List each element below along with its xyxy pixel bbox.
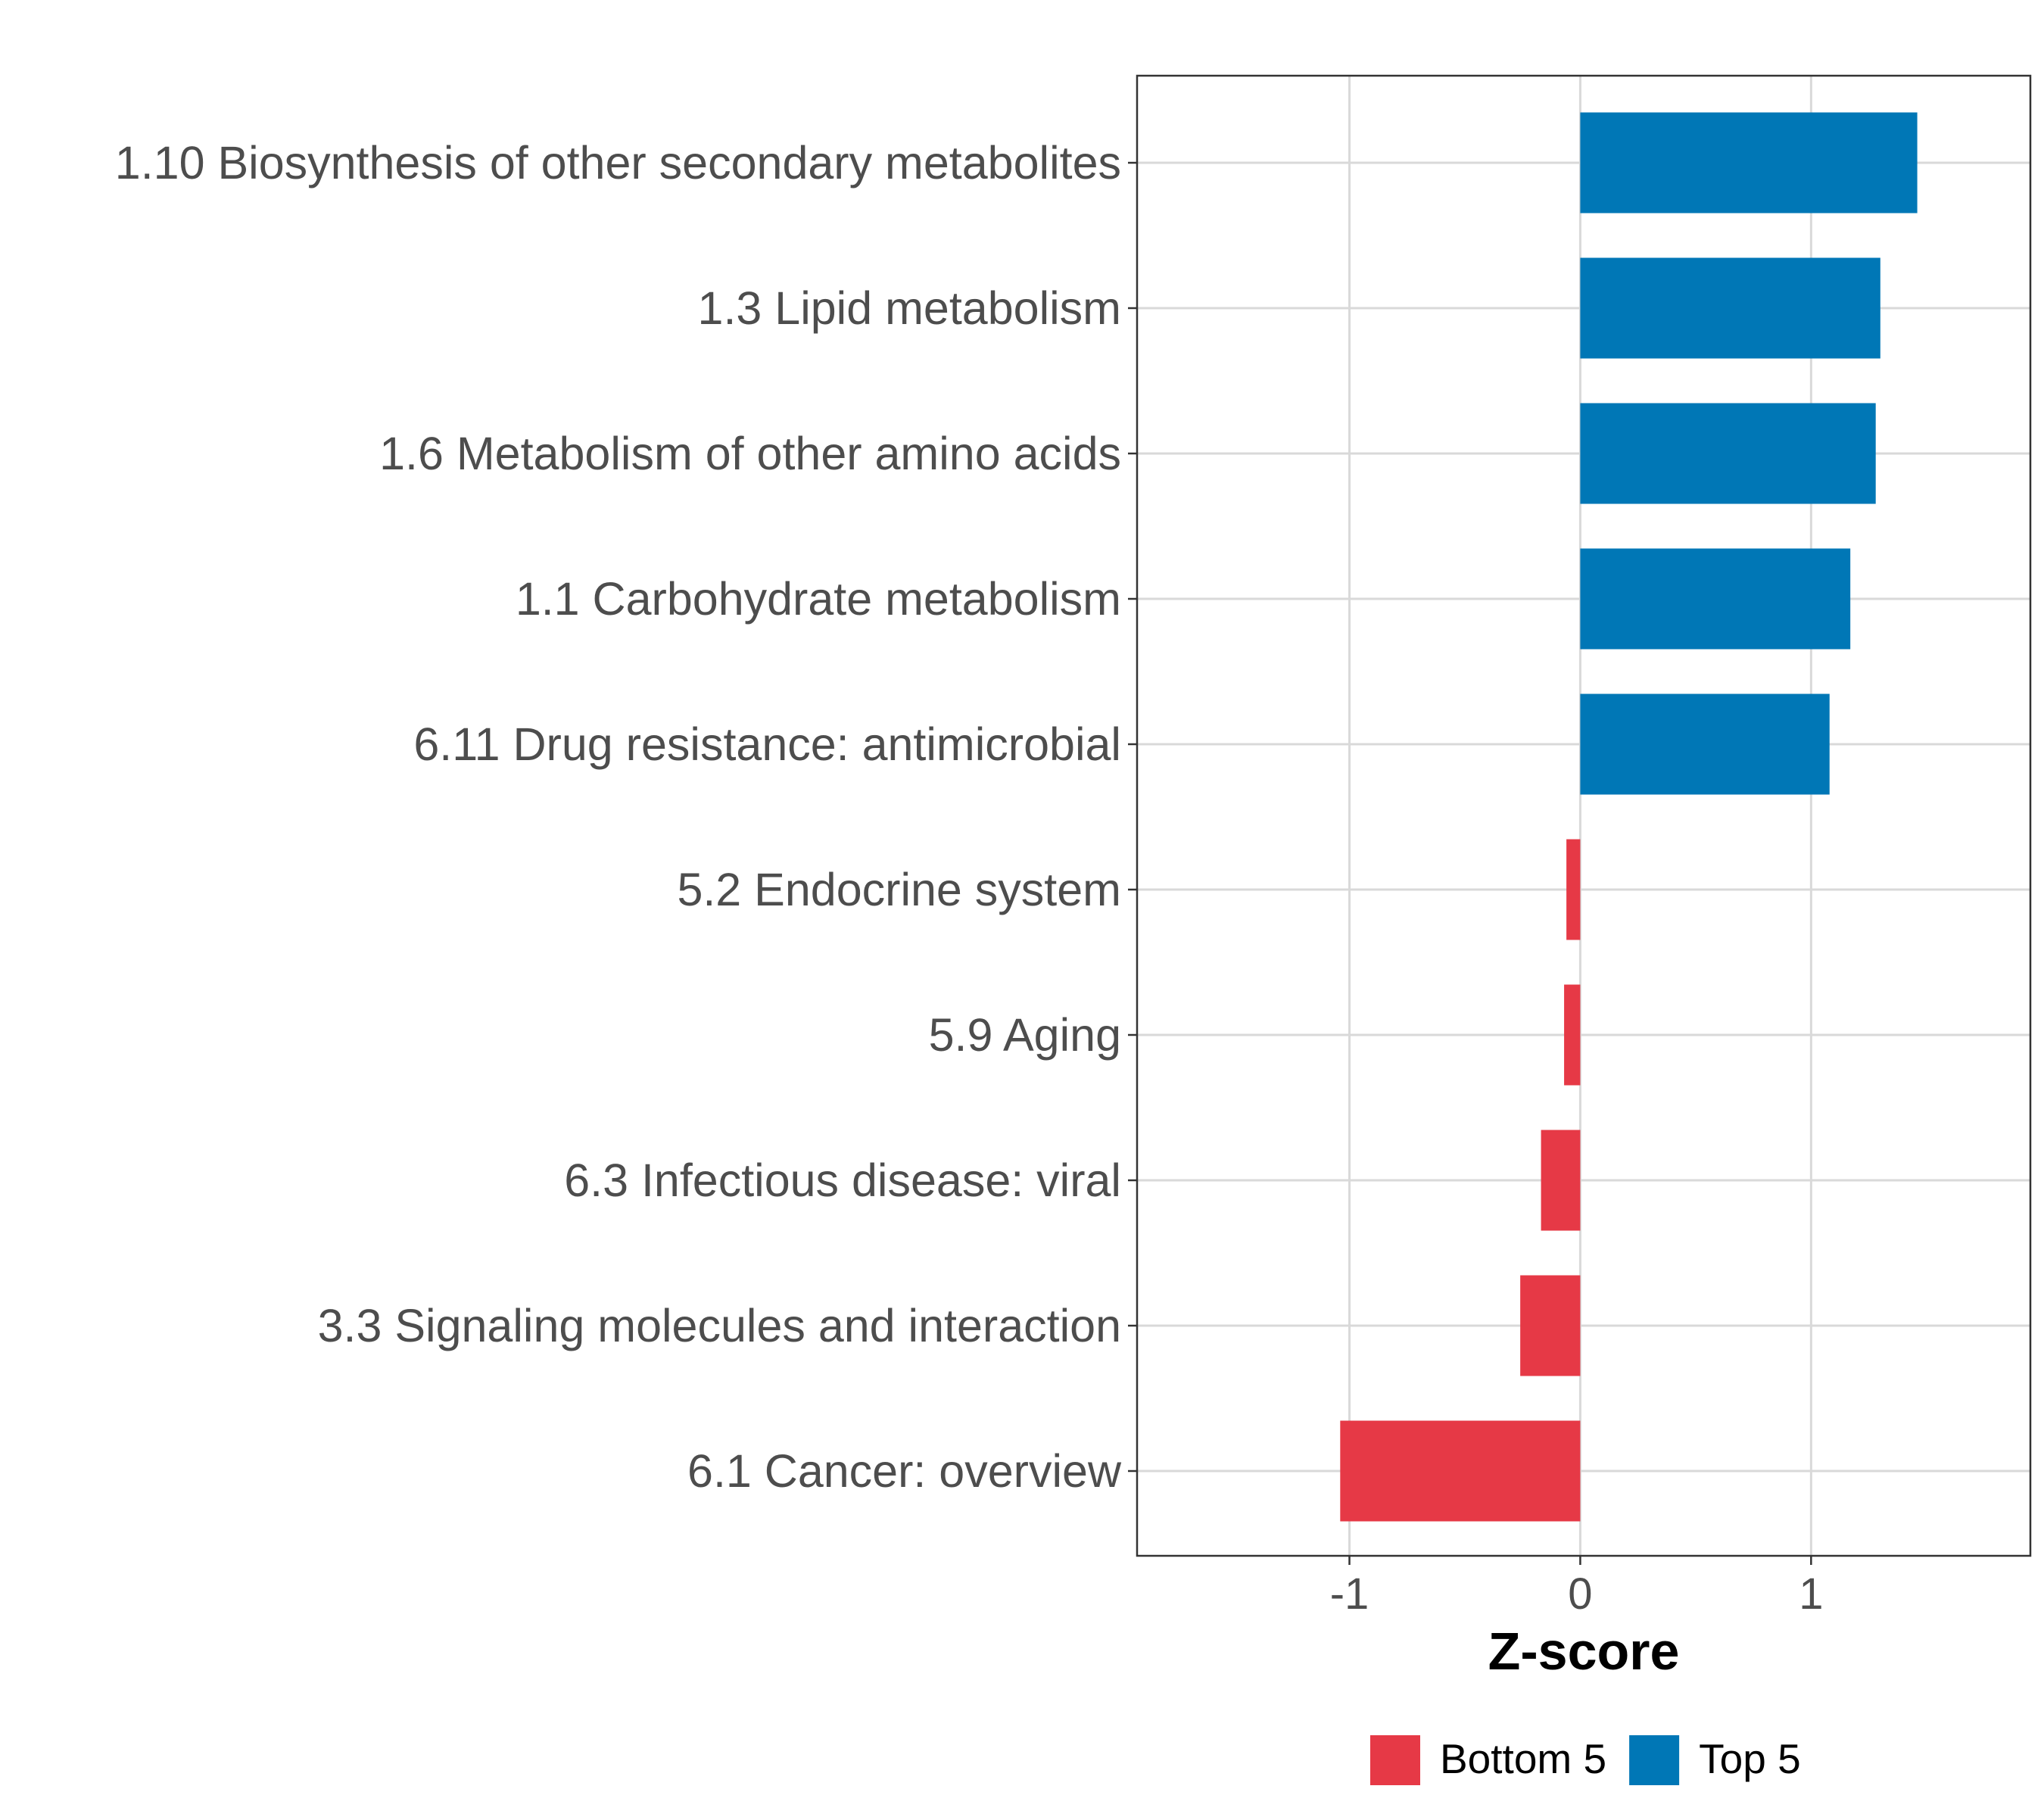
bar	[1580, 548, 1851, 650]
category-label: 1.6 Metabolism of other amino acids	[379, 428, 1121, 479]
bar	[1566, 839, 1581, 940]
panel-border	[1136, 74, 2032, 1557]
legend-label: Top 5	[1699, 1735, 1801, 1782]
bar	[1580, 403, 1876, 504]
category-label: 6.1 Cancer: overview	[687, 1445, 1122, 1497]
bar	[1580, 693, 1830, 795]
category-label: 3.3 Signaling molecules and interaction	[318, 1300, 1121, 1351]
category-label: 1.1 Carbohydrate metabolism	[516, 573, 1121, 625]
bar	[1541, 1130, 1581, 1231]
category-label: 5.2 Endocrine system	[677, 864, 1121, 915]
category-label: 6.3 Infectious disease: viral	[564, 1155, 1121, 1206]
bar	[1564, 984, 1581, 1086]
category-label: 1.10 Biosynthesis of other secondary met…	[115, 137, 1121, 189]
category-label: 1.3 Lipid metabolism	[698, 282, 1121, 334]
x-axis-title: Z-score	[1488, 1622, 1680, 1681]
legend: Bottom 5 Top 5	[1370, 1735, 1801, 1785]
y-axis-ticks: 1.10 Biosynthesis of other secondary met…	[115, 137, 1137, 1497]
category-label: 6.11 Drug resistance: antimicrobial	[413, 718, 1121, 770]
x-axis-ticks: -1 0 1	[1330, 1556, 1823, 1619]
category-label: 5.9 Aging	[929, 1009, 1121, 1061]
x-tick-label: -1	[1330, 1569, 1369, 1619]
legend-key	[1629, 1735, 1680, 1785]
legend-label: Bottom 5	[1440, 1735, 1606, 1782]
bar	[1340, 1420, 1581, 1522]
x-tick-label: 0	[1568, 1569, 1592, 1619]
bar	[1520, 1275, 1581, 1376]
bar	[1580, 257, 1880, 359]
bar	[1580, 112, 1918, 213]
x-tick-label: 1	[1799, 1569, 1823, 1619]
legend-key	[1370, 1735, 1420, 1785]
bars	[1340, 112, 1918, 1522]
